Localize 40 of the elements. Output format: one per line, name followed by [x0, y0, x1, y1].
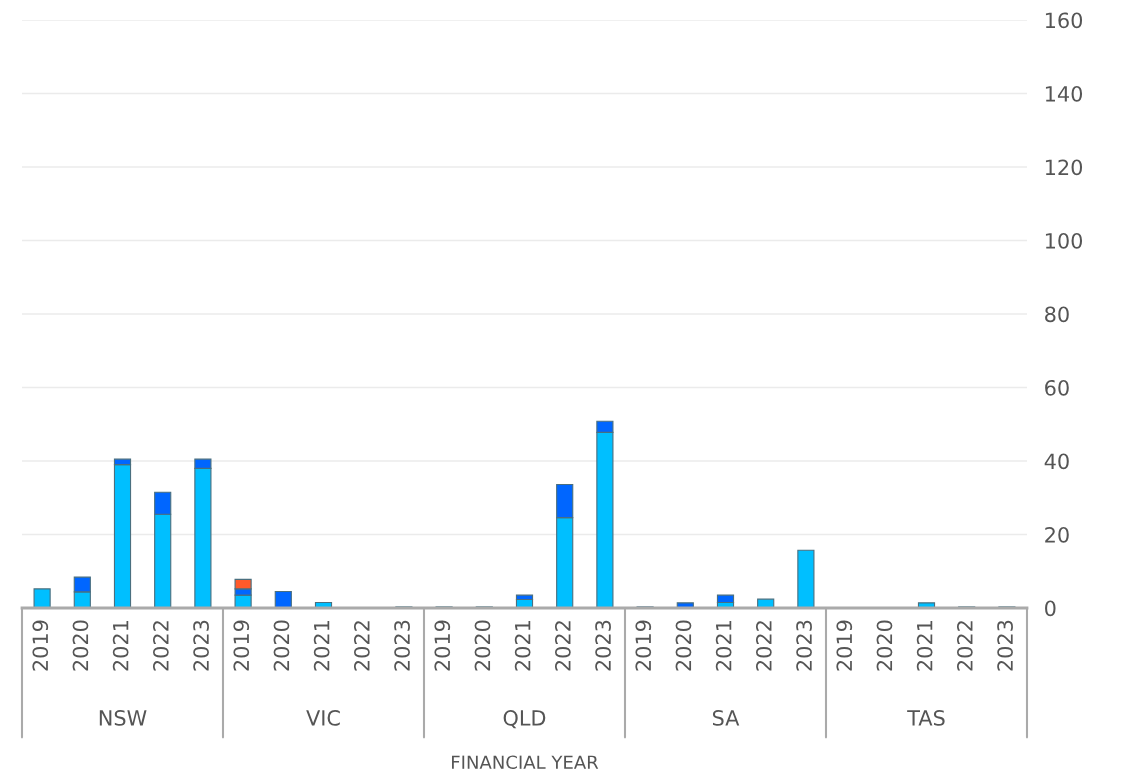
y-tick-label: 160 — [1045, 12, 1083, 29]
y-tick-label: 0 — [1045, 600, 1056, 617]
x-tick-label: 2020 — [675, 620, 692, 671]
y-tick-label: 80 — [1045, 306, 1069, 323]
x-tick-label: 2023 — [997, 620, 1013, 671]
x-tick-label: 2019 — [32, 620, 49, 671]
x-tick-label: 2021 — [112, 621, 129, 671]
text: VIC — [306, 710, 340, 726]
x-tick-label: 2022 — [554, 621, 571, 671]
x-tick-label: 2019 — [233, 620, 250, 671]
text: SA — [712, 710, 740, 726]
x-axis-title: FINANCIAL YEAR — [452, 755, 599, 770]
y-tick-label: 100 — [1045, 232, 1083, 249]
x-tick-label: 2023 — [394, 620, 410, 671]
x-tick-label: 2022 — [353, 621, 370, 671]
y-tick-label: 120 — [1045, 159, 1083, 176]
x-tick-label: 2023 — [595, 620, 611, 671]
x-tick-label: 2021 — [916, 621, 933, 671]
x-tick-label: 2023 — [796, 620, 812, 671]
x-tick-label: 2019 — [836, 620, 853, 671]
x-tick-label: 2023 — [193, 620, 209, 671]
x-tick-label: 2022 — [755, 621, 772, 671]
x-tick-label: 2020 — [72, 620, 89, 671]
y-tick-label: 140 — [1045, 85, 1083, 102]
x-tick-label: 2022 — [956, 621, 973, 671]
x-tick-label: 2019 — [434, 620, 451, 671]
text: TAS — [907, 710, 945, 726]
x-tick-label: 2019 — [635, 620, 652, 671]
y-tick-label: 40 — [1044, 453, 1069, 470]
y-tick-label: 20 — [1045, 526, 1069, 543]
x-tick-label: 2020 — [273, 620, 290, 671]
text: QLD — [503, 710, 546, 729]
x-tick-label: 2021 — [715, 621, 732, 671]
x-tick-label: 2021 — [514, 621, 531, 671]
x-tick-label: 2021 — [313, 621, 330, 671]
y-tick-label: 60 — [1045, 379, 1069, 396]
x-tick-label: 2022 — [152, 621, 169, 671]
x-tick-label: 2020 — [876, 620, 893, 671]
x-tick-label: 2020 — [474, 620, 491, 671]
text: NSW — [99, 710, 147, 726]
